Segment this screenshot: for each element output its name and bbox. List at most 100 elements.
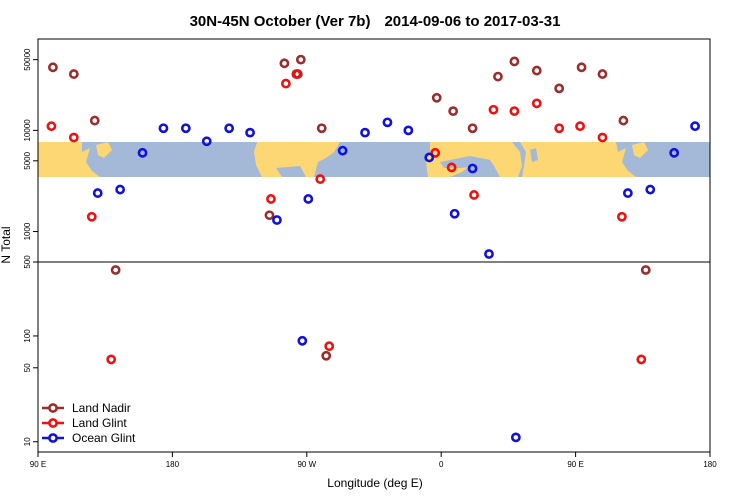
y-tick-label: 500 xyxy=(23,255,32,269)
ocean-glint-point xyxy=(622,188,633,198)
land-glint-point xyxy=(575,121,585,132)
legend-marker-ocean-glint xyxy=(48,433,58,443)
land-nadir-point xyxy=(509,56,520,67)
y-tick-label: 5000 xyxy=(23,151,32,169)
series-land-nadir xyxy=(48,54,651,361)
ocean-glint-point xyxy=(510,432,521,443)
land-glint-point xyxy=(446,162,457,173)
land-nadir-point xyxy=(264,210,275,221)
ocean-glint-point xyxy=(245,127,255,138)
x-axis-label: Longitude (deg E) xyxy=(327,476,422,490)
land-glint-point xyxy=(509,106,520,117)
land-glint-point xyxy=(488,104,499,115)
chart-date-range: 2014-09-06 to 2017-03-31 xyxy=(384,13,560,30)
land-glint-point xyxy=(68,132,79,143)
land-nadir-point xyxy=(321,350,332,361)
land-glint-point xyxy=(266,194,276,204)
map-land-asia-west xyxy=(38,142,100,177)
land-nadir-point xyxy=(89,115,100,126)
land-nadir-point xyxy=(618,115,629,126)
ocean-glint-point xyxy=(449,208,460,219)
ocean-glint-point xyxy=(272,215,282,225)
land-nadir-point xyxy=(110,265,121,275)
ocean-glint-point xyxy=(92,188,103,198)
chart-title: 30N-45N October (Ver 7b) 2014-09-06 to 20… xyxy=(190,13,561,30)
ocean-glint-point xyxy=(669,147,680,158)
ocean-glint-point xyxy=(645,184,656,195)
ocean-glint-point xyxy=(115,184,126,195)
land-glint-point xyxy=(430,147,441,158)
land-nadir-point xyxy=(597,69,608,79)
ocean-glint-point xyxy=(484,249,494,259)
y-tick-label: 1000 xyxy=(23,222,32,240)
ocean-glint-point xyxy=(297,335,308,346)
x-tick-label: 90 W xyxy=(297,460,316,469)
ocean-glint-point xyxy=(137,147,148,158)
ocean-glint-point xyxy=(224,123,235,134)
y-tick-label: 10000 xyxy=(23,119,32,142)
x-tick-label: 90 E xyxy=(567,460,583,469)
land-nadir-point xyxy=(316,123,327,134)
map-caspian xyxy=(530,148,538,162)
x-tick-label: 180 xyxy=(166,460,180,469)
ocean-glint-point xyxy=(690,121,700,132)
ocean-glint-point xyxy=(382,117,393,128)
map-strip xyxy=(38,142,710,177)
legend-marker-land-nadir xyxy=(48,403,58,413)
land-nadir-point xyxy=(576,62,587,73)
x-tick-label: 90 E xyxy=(30,460,46,469)
land-glint-point xyxy=(324,341,335,352)
map-gulf-mexico xyxy=(276,166,306,177)
legend-label-land-glint: Land Glint xyxy=(72,416,127,430)
x-tick-label: 0 xyxy=(439,460,444,469)
ocean-glint-point xyxy=(467,163,478,174)
land-nadir-point xyxy=(68,69,79,79)
land-nadir-point xyxy=(554,83,565,94)
y-tick-label: 50 xyxy=(23,363,32,372)
ocean-glint-point xyxy=(403,125,414,136)
series-land-glint xyxy=(46,69,647,365)
series-ocean-glint xyxy=(92,117,700,443)
legend-label-ocean-glint: Ocean Glint xyxy=(72,431,136,445)
land-glint-point xyxy=(469,190,479,200)
ocean-glint-point xyxy=(337,145,348,156)
land-nadir-point xyxy=(640,265,651,275)
y-tick-label: 100 xyxy=(23,329,32,343)
ocean-glint-point xyxy=(360,127,370,138)
land-glint-point xyxy=(636,354,647,365)
land-glint-point xyxy=(554,123,565,134)
land-glint-point xyxy=(315,174,326,184)
land-nadir-point xyxy=(531,65,542,76)
land-glint-point xyxy=(616,211,627,222)
land-glint-point xyxy=(531,98,542,109)
x-tick-label: 180 xyxy=(703,460,717,469)
land-nadir-point xyxy=(431,92,442,103)
legend-marker-land-glint xyxy=(48,418,58,428)
land-nadir-point xyxy=(448,106,459,117)
land-glint-point xyxy=(597,132,608,143)
land-nadir-point xyxy=(48,62,58,73)
y-tick-label: 50000 xyxy=(23,48,32,71)
ocean-glint-point xyxy=(158,123,169,134)
x-axis-ticks: 90 E 180 90 W 0 90 E 180 xyxy=(30,452,717,469)
land-nadir-point xyxy=(279,58,290,69)
ocean-glint-point xyxy=(303,194,314,204)
data-points xyxy=(46,54,700,443)
land-glint-point xyxy=(46,121,57,132)
land-glint-point xyxy=(106,354,117,365)
ocean-glint-point xyxy=(201,136,212,147)
y-tick-label: 10 xyxy=(23,437,32,446)
land-nadir-point xyxy=(295,54,306,65)
land-nadir-point xyxy=(493,71,503,82)
map-land-japan-west xyxy=(96,142,112,158)
y-axis-label: N Total xyxy=(0,226,13,263)
map-land-north-america xyxy=(254,142,340,177)
ocean-glint-point xyxy=(424,152,435,163)
land-glint-point xyxy=(291,69,302,79)
legend-label-land-nadir: Land Nadir xyxy=(72,401,131,415)
chart-title-main: 30N-45N October (Ver 7b) xyxy=(190,13,371,30)
y-axis-ticks: 1000 5000 10000 50000 10 50 100 500 xyxy=(23,48,38,446)
map-land-japan-east xyxy=(632,142,648,158)
